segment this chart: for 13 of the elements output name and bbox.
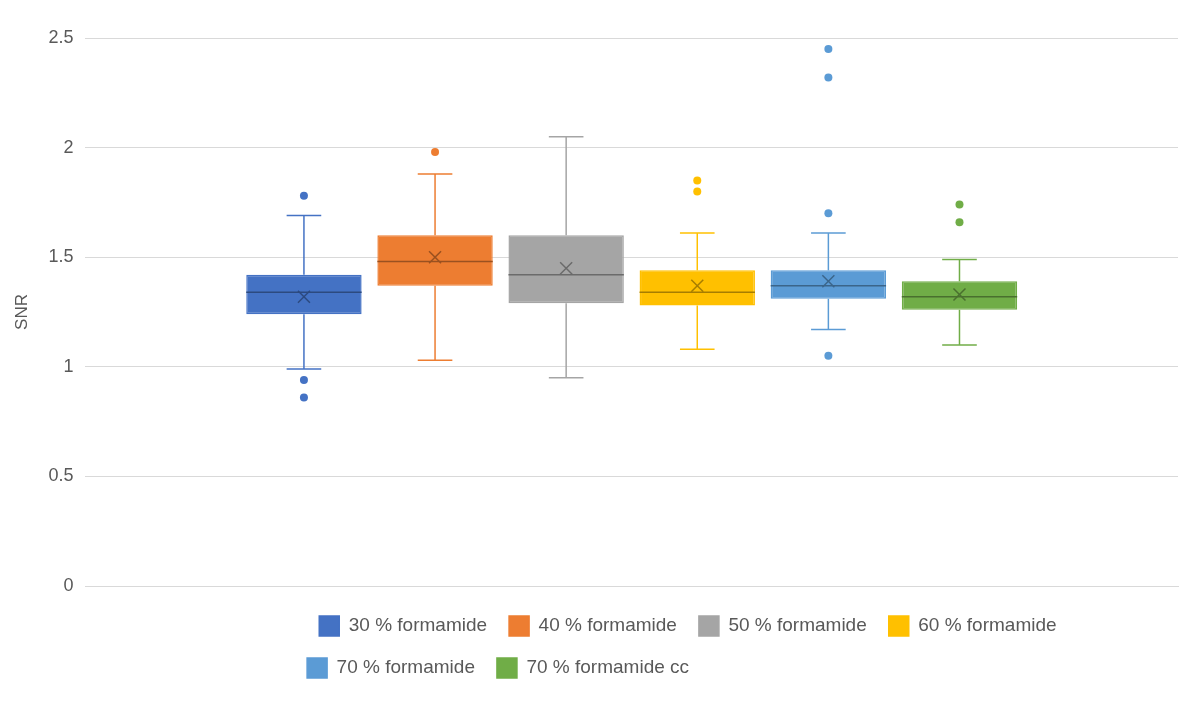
y-axis-title: SNR	[11, 294, 31, 330]
legend-label: 50 % formamide	[728, 614, 867, 636]
legend-label: 70 % formamide cc	[526, 656, 690, 678]
legend-label: 40 % formamide	[538, 614, 677, 636]
legend-label: 70 % formamide	[336, 656, 475, 678]
legend-label: 30 % formamide	[348, 614, 488, 636]
y-tick-label: 1	[63, 355, 74, 376]
y-tick-label: 0.5	[48, 465, 74, 486]
y-tick-label: 2.5	[48, 26, 74, 47]
y-tick-label: 0	[63, 574, 74, 595]
y-tick-label: 2	[63, 136, 74, 157]
legend-label: 60 % formamide	[918, 614, 1057, 636]
y-tick-label: 1.5	[48, 246, 74, 267]
